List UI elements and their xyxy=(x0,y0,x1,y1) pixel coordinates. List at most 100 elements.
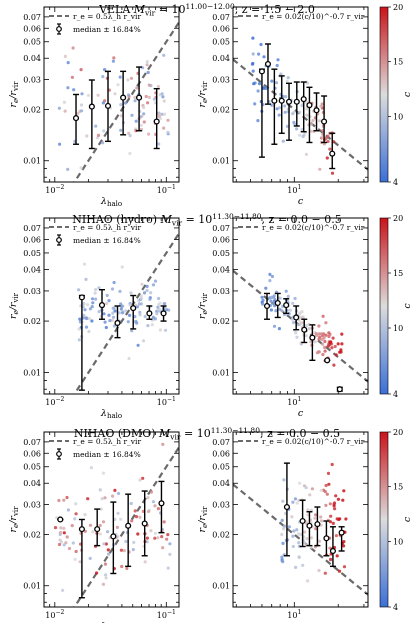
title-row-2-part: vir xyxy=(171,219,183,228)
colorbar: 4 10 15 20 c xyxy=(379,3,413,187)
scatter-point xyxy=(152,97,156,101)
scatter-point xyxy=(156,536,160,540)
x-tick-label: 10−2 xyxy=(45,396,64,407)
colorbar-tick-label: 20 xyxy=(393,214,403,223)
scatter-point xyxy=(110,318,114,322)
scatter-point xyxy=(116,491,121,496)
scatter-point xyxy=(146,496,150,500)
title-row-3-part: 11.30−11.80 xyxy=(211,426,260,435)
scatter-point xyxy=(86,303,90,307)
scatter-point xyxy=(344,517,348,521)
scatter-point xyxy=(125,566,129,571)
median-point xyxy=(299,517,306,525)
colorbar-tick-label: 15 xyxy=(393,483,403,492)
scatter-point xyxy=(288,308,292,312)
y-tick-label: 0.04 xyxy=(23,266,41,275)
scatter-point xyxy=(294,331,298,335)
scatter-point xyxy=(127,356,131,361)
scatter-point xyxy=(139,294,143,298)
scatter-point xyxy=(298,322,302,327)
scatter-point xyxy=(274,81,279,85)
plot-area xyxy=(57,21,179,182)
scatter-point xyxy=(297,498,301,502)
scatter-point xyxy=(314,527,318,531)
y-axis-label: re/rvir xyxy=(8,506,20,533)
scatter-point xyxy=(93,291,97,295)
scatter-point xyxy=(132,540,136,545)
scatter-point xyxy=(259,42,263,47)
y-axis-label-sep: /r xyxy=(8,301,19,311)
median-point xyxy=(301,326,308,333)
scatter-point xyxy=(161,95,165,99)
y-tick-label: 0.01 xyxy=(212,157,230,166)
scatter-point xyxy=(324,483,328,488)
scatter-point xyxy=(160,92,164,96)
scatter-point xyxy=(163,112,167,116)
scatter-point xyxy=(63,109,67,113)
x-axis-label: λhalo xyxy=(100,408,122,420)
scatter-point xyxy=(105,301,109,306)
scatter-point xyxy=(330,462,334,467)
title-row-3-part: vir xyxy=(169,433,181,442)
median-point xyxy=(329,547,336,555)
title-row-1-part: 11.00−12.00 xyxy=(186,2,235,11)
scatter-point xyxy=(306,513,310,517)
y-tick-label: 0.06 xyxy=(212,235,230,244)
scatter-point xyxy=(251,69,255,73)
scatter-point xyxy=(286,76,290,80)
panel-row3-left: 0.010.020.030.040.050.060.0710−210−1λhal… xyxy=(8,431,180,623)
scatter-point xyxy=(280,518,284,523)
median-point xyxy=(264,60,272,68)
scatter-point xyxy=(293,497,297,501)
scatter-point xyxy=(74,512,78,516)
y-axis-label: re/rvir xyxy=(197,292,209,319)
scatter-point xyxy=(147,132,151,136)
y-axis-label-sep: /r xyxy=(197,301,208,311)
scatter-point xyxy=(66,167,70,171)
scatter-point xyxy=(304,324,309,328)
scatter-point xyxy=(323,345,327,349)
scatter-point xyxy=(156,507,160,511)
x-tick-label: 10−1 xyxy=(157,184,176,195)
scatter-point xyxy=(82,313,86,317)
scatter-point xyxy=(261,302,265,306)
reference-line xyxy=(233,58,368,171)
plot-area xyxy=(73,232,179,394)
scatter-point xyxy=(305,113,309,117)
scatter-point xyxy=(105,293,109,297)
scatter-point xyxy=(319,488,323,492)
scatter-point xyxy=(335,517,339,521)
median-point xyxy=(309,334,316,341)
scatter-point xyxy=(328,502,332,506)
scatter-point xyxy=(85,134,89,138)
scatter-point xyxy=(146,101,150,105)
scatter-point xyxy=(134,129,138,133)
median-point xyxy=(324,357,331,364)
scatter-point xyxy=(277,106,282,110)
y-tick-label: 0.01 xyxy=(23,582,41,591)
median-point xyxy=(321,118,328,125)
scatter-point xyxy=(269,308,273,312)
scatter-point xyxy=(320,337,324,342)
x-axis-label-sub: halo xyxy=(107,412,122,420)
median-point xyxy=(283,302,290,309)
scatter-point xyxy=(320,102,324,106)
median-point xyxy=(94,526,101,533)
scatter-point xyxy=(135,305,139,309)
scatter-point xyxy=(138,478,142,482)
y-tick-label: 0.06 xyxy=(23,24,41,33)
scatter-point xyxy=(133,99,137,103)
scatter-point xyxy=(333,344,337,349)
scatter-point xyxy=(309,508,313,512)
scatter-point xyxy=(327,482,331,486)
scatter-point xyxy=(113,488,117,492)
axes-frame xyxy=(43,6,180,183)
median-points xyxy=(258,43,336,170)
scatter-point xyxy=(143,560,147,564)
scatter-point xyxy=(332,504,336,508)
scatter-point xyxy=(290,515,294,519)
scatter-point xyxy=(324,503,328,507)
median-point xyxy=(104,102,112,109)
scatter-point xyxy=(119,302,123,306)
